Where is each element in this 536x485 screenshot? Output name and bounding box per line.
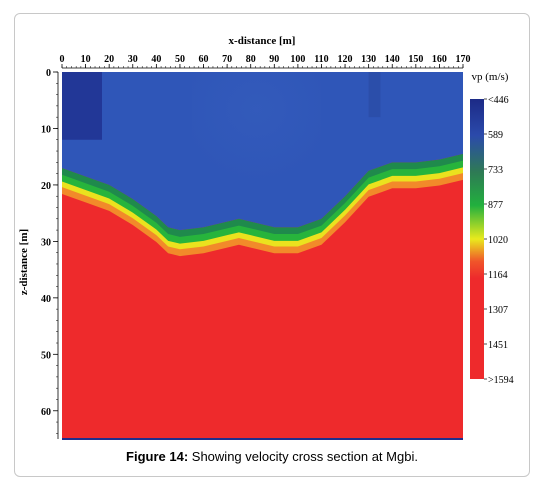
x-tick-label: 120 (338, 54, 353, 65)
y-tick-label: 30 (41, 237, 51, 248)
colorbar-tick-label: <446 (488, 95, 509, 106)
x-tick-label: 160 (432, 54, 447, 65)
colorbar-ticks: <446 589 733 877 1020 1164 1307 1451 >1594 (484, 95, 514, 386)
y-tick-label: 40 (41, 294, 51, 305)
velocity-haze (191, 72, 322, 197)
x-tick-label: 130 (361, 54, 376, 65)
very-low-velocity-zone (62, 72, 102, 140)
y-tick-label: 0 (46, 68, 51, 79)
caption-text: Showing velocity cross section at Mgbi. (188, 449, 418, 464)
colorbar (470, 99, 484, 379)
colorbar-tick-label: 733 (488, 165, 503, 176)
x-tick-label: 150 (408, 54, 423, 65)
colorbar-tick-label: 1020 (488, 235, 508, 246)
x-tick-label: 0 (60, 54, 65, 65)
y-tick-label: 60 (41, 407, 51, 418)
x-tick-label: 110 (314, 54, 328, 65)
x-tick-label: 100 (290, 54, 305, 65)
plot-area (62, 72, 463, 440)
colorbar-tick-label: 877 (488, 200, 503, 211)
x-axis: 0 10 20 30 40 50 60 70 80 90 100 110 120 130 140 150 160… (60, 54, 471, 69)
colorbar-tick-label: >1594 (488, 375, 514, 386)
colorbar-tick-label: 1451 (488, 340, 508, 351)
colorbar-tick-label: 1164 (488, 270, 508, 281)
colorbar-tick-label: 589 (488, 130, 503, 141)
caption-label: Figure 14: (126, 449, 189, 464)
y-axis: 0 10 20 30 40 50 60 (41, 68, 59, 439)
x-tick-label: 140 (385, 54, 400, 65)
x-tick-label: 40 (151, 54, 161, 65)
x-tick-label: 60 (199, 54, 209, 65)
x-tick-label: 50 (175, 54, 185, 65)
x-tick-label: 30 (128, 54, 138, 65)
y-axis-title: z-distance [m] (18, 229, 30, 295)
x-tick-label: 20 (104, 54, 114, 65)
colorbar-tick-label: 1307 (488, 305, 508, 316)
x-tick-label: 10 (81, 54, 91, 65)
x-tick-label: 90 (269, 54, 279, 65)
transition-band-darkgreen (62, 153, 463, 237)
y-tick-label: 20 (41, 181, 51, 192)
x-axis-title: x-distance [m] (229, 35, 296, 47)
x-tick-label: 80 (246, 54, 256, 65)
x-tick-label: 170 (456, 54, 471, 65)
x-tick-label: 70 (222, 54, 232, 65)
low-velocity-patch (368, 72, 381, 118)
y-tick-label: 50 (41, 350, 51, 361)
colorbar-title: vp (m/s) (472, 71, 509, 83)
figure-caption: Figure 14: Showing velocity cross sectio… (14, 449, 530, 464)
y-tick-label: 10 (41, 124, 51, 135)
